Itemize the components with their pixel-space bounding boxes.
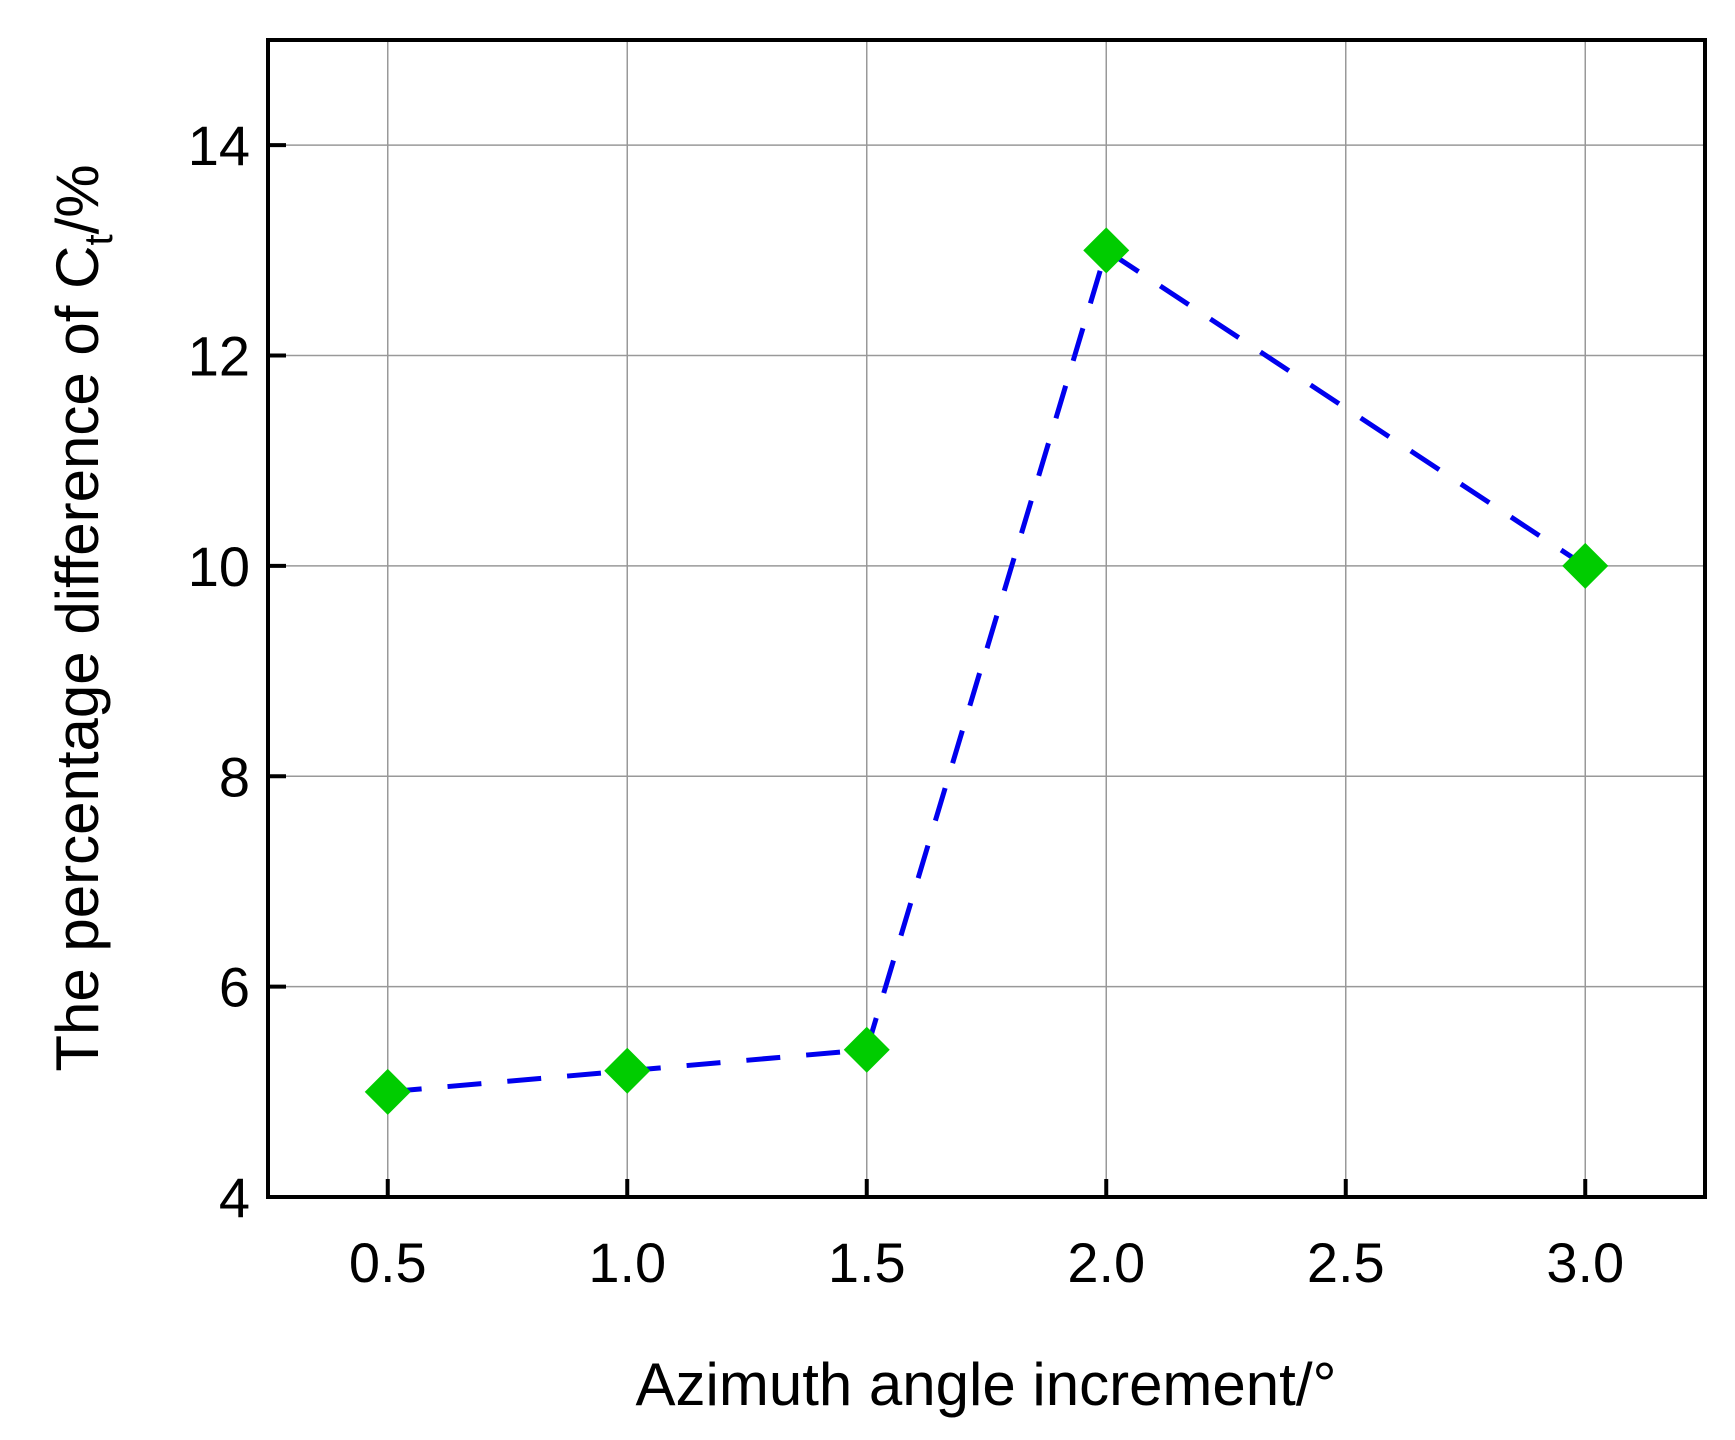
x-tick-label: 3.0 [1546, 1231, 1624, 1294]
x-tick-label: 0.5 [349, 1231, 427, 1294]
data-point-marker [1083, 227, 1130, 274]
data-point-marker [843, 1026, 890, 1073]
data-point-marker [364, 1068, 411, 1115]
grid [268, 40, 1705, 1198]
x-tick-label: 1.0 [588, 1231, 666, 1294]
y-tick-label: 8 [219, 745, 250, 808]
x-tick-label: 2.5 [1307, 1231, 1385, 1294]
ticks: 0.5 1.0 1.5 2.0 2.5 3.0 4 6 8 10 12 14 [188, 114, 1624, 1294]
series-line [387, 246, 1587, 1095]
y-axis-title: The percentage difference of Ct/% [44, 164, 121, 1071]
data-point-marker [604, 1047, 651, 1094]
y-axis-title-main: The percentage difference of C [44, 246, 111, 1072]
plot-frame [266, 38, 1707, 1199]
y-tick-label: 14 [188, 114, 250, 177]
x-tick-label: 1.5 [828, 1231, 906, 1294]
y-tick-label: 6 [219, 956, 250, 1019]
y-axis-title-unit: /% [44, 164, 111, 234]
x-tick-label: 2.0 [1067, 1231, 1145, 1294]
x-axis-title: Azimuth angle increment/° [636, 1351, 1337, 1418]
data-point-marker [1562, 542, 1609, 589]
y-tick-label: 10 [188, 535, 250, 598]
y-tick-label: 12 [188, 325, 250, 388]
y-axis-title-subscript: t [77, 234, 121, 245]
y-tick-label: 4 [219, 1166, 250, 1229]
series-layer [364, 227, 1609, 1115]
